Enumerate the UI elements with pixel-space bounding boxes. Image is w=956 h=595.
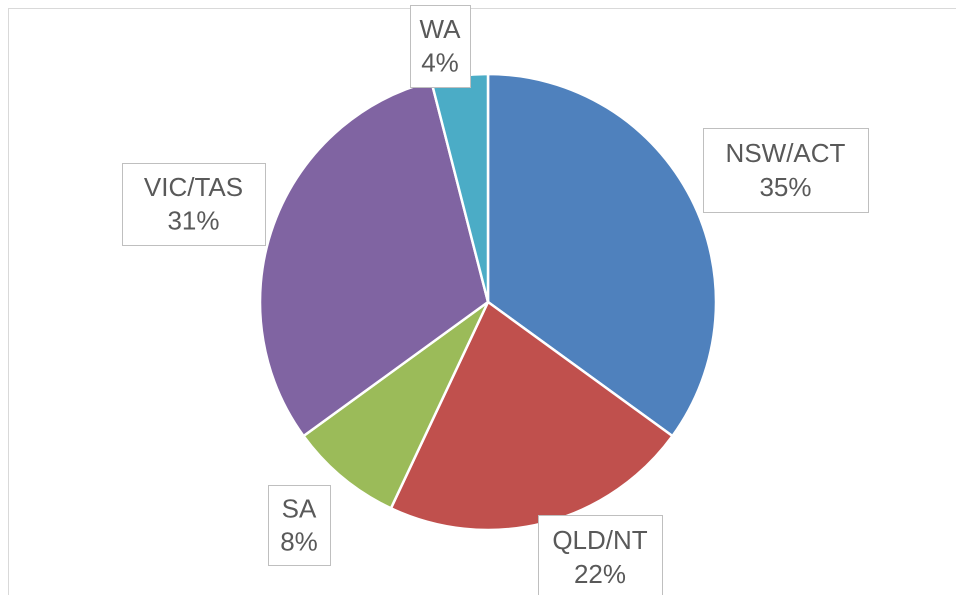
label-box	[538, 515, 663, 595]
pie-slice	[301, 300, 490, 510]
label-box	[703, 128, 869, 213]
value-label: 4%	[421, 48, 459, 78]
value-label: 35%	[759, 172, 811, 202]
label-box	[122, 163, 266, 246]
category-label: SA	[282, 493, 317, 523]
pie-slice	[486, 72, 718, 438]
value-label: 22%	[574, 559, 626, 589]
pie-slice	[258, 79, 490, 438]
category-label: VIC/TAS	[144, 172, 243, 202]
category-label: NSW/ACT	[726, 138, 846, 168]
category-label: WA	[420, 14, 462, 44]
label-box	[268, 485, 331, 566]
value-label: 31%	[167, 206, 219, 236]
chart-frame	[8, 8, 956, 595]
category-label: QLD/NT	[552, 525, 647, 555]
value-label: 8%	[280, 526, 318, 556]
label-box	[410, 5, 471, 88]
